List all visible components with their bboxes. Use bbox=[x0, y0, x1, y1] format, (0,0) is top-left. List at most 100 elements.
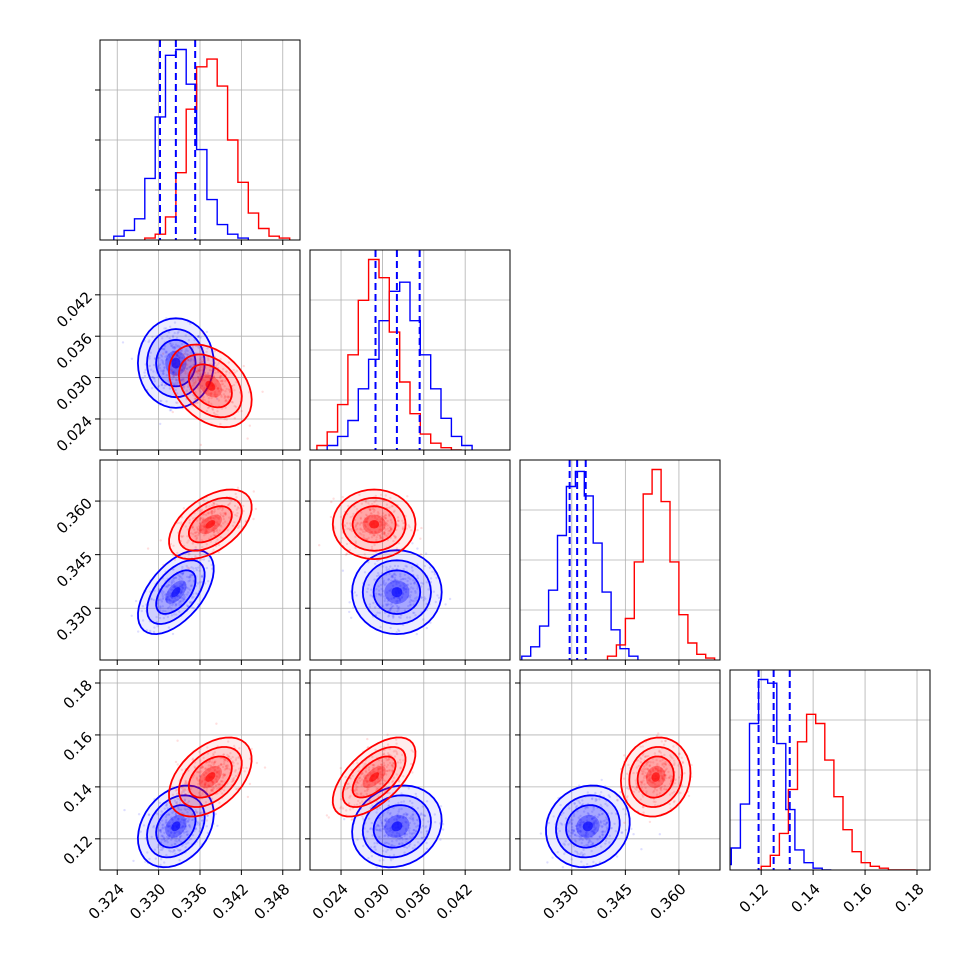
scatter-point bbox=[388, 609, 391, 612]
scatter-point bbox=[165, 599, 169, 602]
scatter-point bbox=[231, 778, 234, 781]
scatter-point bbox=[141, 605, 145, 608]
scatter-point bbox=[179, 378, 183, 381]
scatter-point bbox=[223, 773, 227, 776]
scatter-point bbox=[160, 838, 164, 841]
scatter-point bbox=[635, 788, 638, 792]
scatter-point bbox=[178, 604, 181, 607]
scatter-point bbox=[233, 521, 236, 524]
scatter-point bbox=[160, 810, 163, 813]
scatter-point bbox=[648, 779, 652, 782]
scatter-point bbox=[570, 822, 573, 825]
scatter-point bbox=[377, 515, 381, 519]
scatter-point bbox=[191, 785, 194, 788]
scatter-point bbox=[358, 776, 362, 779]
scatter-point bbox=[162, 386, 165, 390]
scatter-point bbox=[647, 774, 650, 777]
scatter-point bbox=[389, 811, 392, 815]
scatter-point bbox=[158, 829, 162, 833]
scatter-point bbox=[160, 834, 163, 838]
scatter-point bbox=[389, 529, 392, 532]
scatter-series-2 bbox=[162, 331, 264, 447]
scatter-point bbox=[369, 806, 372, 809]
scatter-point bbox=[380, 773, 383, 777]
scatter-point bbox=[341, 569, 345, 572]
scatter-point bbox=[175, 603, 178, 607]
scatter-point bbox=[643, 768, 647, 771]
scatter-point bbox=[613, 822, 616, 825]
scatter-point bbox=[634, 779, 637, 782]
scatter-point bbox=[196, 370, 200, 373]
scatter-point bbox=[234, 774, 238, 778]
scatter-point bbox=[221, 380, 224, 383]
scatter-point bbox=[364, 525, 368, 529]
scatter-point bbox=[198, 794, 201, 797]
scatter-point bbox=[224, 512, 227, 515]
scatter-point bbox=[409, 604, 412, 607]
scatter-point bbox=[168, 824, 172, 828]
scatter-point bbox=[635, 766, 638, 769]
scatter-point bbox=[439, 838, 442, 841]
scatter-point bbox=[168, 387, 172, 390]
scatter-point bbox=[358, 523, 362, 526]
scatter-point bbox=[192, 533, 195, 536]
scatter-point bbox=[196, 526, 199, 529]
scatter-point bbox=[227, 740, 230, 743]
scatter-point bbox=[214, 384, 217, 388]
scatter-point bbox=[649, 780, 653, 784]
scatter-point bbox=[211, 805, 215, 808]
scatter-point bbox=[353, 789, 356, 793]
scatter-point bbox=[408, 799, 412, 803]
scatter-point bbox=[374, 782, 377, 786]
scatter-point bbox=[220, 387, 223, 391]
scatter-point bbox=[656, 767, 659, 770]
scatter-point bbox=[221, 388, 224, 392]
contour-level bbox=[582, 821, 593, 832]
scatter-point bbox=[398, 599, 402, 602]
scatter-point bbox=[199, 336, 202, 339]
scatter-point bbox=[207, 764, 210, 767]
scatter-point bbox=[375, 536, 378, 539]
scatter-point bbox=[216, 410, 219, 413]
scatter-point bbox=[218, 764, 221, 768]
scatter-point bbox=[587, 840, 591, 844]
scatter-point bbox=[640, 781, 644, 785]
scatter-point bbox=[212, 502, 216, 506]
scatter-point bbox=[377, 512, 380, 515]
scatter-point bbox=[235, 788, 238, 791]
scatter-point bbox=[395, 773, 398, 776]
scatter-point bbox=[210, 512, 214, 515]
histogram-series-1 bbox=[521, 470, 639, 660]
scatter-point bbox=[157, 384, 161, 388]
scatter-point bbox=[203, 582, 207, 585]
scatter-point bbox=[181, 587, 185, 590]
scatter-point bbox=[199, 376, 203, 379]
scatter-point bbox=[391, 575, 394, 578]
scatter-point bbox=[371, 515, 374, 518]
scatter-point bbox=[210, 379, 214, 383]
scatter-point bbox=[152, 370, 155, 373]
scatter-point bbox=[216, 387, 219, 390]
scatter-point bbox=[191, 606, 194, 609]
scatter-point bbox=[571, 831, 574, 834]
scatter-point bbox=[212, 787, 215, 790]
scatter-point bbox=[208, 368, 212, 372]
scatter-point bbox=[381, 518, 385, 522]
scatter-point bbox=[252, 517, 255, 521]
scatter-point bbox=[169, 342, 172, 346]
scatter-point bbox=[387, 524, 390, 527]
scatter-point bbox=[332, 497, 335, 500]
scatter-point bbox=[222, 367, 225, 371]
scatter-point bbox=[394, 535, 397, 539]
scatter-point bbox=[152, 376, 156, 380]
scatter-point bbox=[573, 833, 577, 837]
scatter-point bbox=[190, 574, 193, 577]
scatter-point bbox=[564, 817, 568, 820]
scatter-point bbox=[539, 832, 543, 835]
scatter-point bbox=[237, 756, 240, 759]
scatter-point bbox=[208, 760, 212, 763]
scatter-point bbox=[216, 516, 219, 519]
scatter-point bbox=[383, 834, 386, 838]
scatter-point bbox=[384, 534, 388, 537]
scatter-point bbox=[392, 750, 396, 753]
